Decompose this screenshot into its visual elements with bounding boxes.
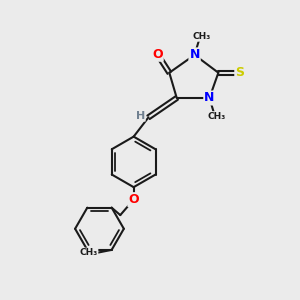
Text: O: O <box>128 193 139 206</box>
Text: CH₃: CH₃ <box>192 32 211 41</box>
Text: S: S <box>235 66 244 79</box>
Text: N: N <box>204 92 214 104</box>
Text: CH₃: CH₃ <box>207 112 225 121</box>
Text: N: N <box>189 48 200 62</box>
Text: CH₃: CH₃ <box>79 248 98 257</box>
Text: H: H <box>136 111 145 121</box>
Text: O: O <box>152 48 163 61</box>
